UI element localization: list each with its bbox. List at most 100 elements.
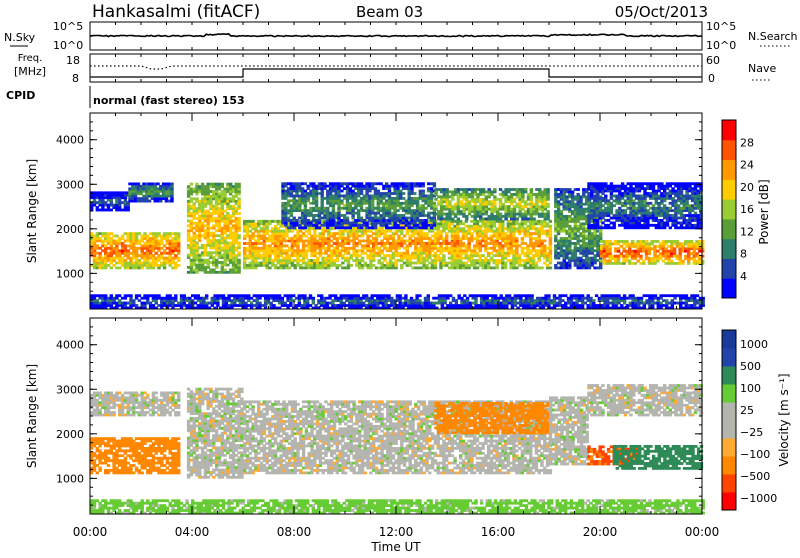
heatmap-cell-power-2251 (442, 230, 445, 233)
heatmap-cell-power-3975 (524, 188, 527, 191)
heatmap-cell-power-356 (174, 267, 177, 270)
freq-right-tick-bottom: 0 (708, 72, 715, 85)
heatmap-cell-power-3324 (371, 199, 374, 202)
heatmap-cell-power-3447 (393, 187, 396, 190)
heatmap-cell-power-860 (212, 217, 215, 220)
heatmap-cell-power-4055 (546, 193, 549, 196)
heatmap-cell-power-3734 (457, 191, 460, 194)
heatmap-cell-power-1092 (235, 239, 238, 242)
heatmap-cell-power-32 (96, 244, 99, 247)
heatmap-cell-power-1134 (237, 205, 240, 208)
heatmap-cell-power-3756 (465, 215, 468, 218)
heatmap-cell-power-4343 (582, 215, 585, 218)
heatmap-cell-power-1014 (226, 202, 229, 205)
heatmap-cell-power-799 (207, 229, 210, 232)
heatmap-cell-power-4349 (582, 193, 585, 196)
heatmap-cell-power-2237 (439, 230, 442, 233)
heatmap-cell-power-1364 (280, 247, 283, 250)
heatmap-cell-power-1732 (347, 259, 350, 262)
heatmap-cell-power-849 (212, 251, 215, 254)
heatmap-cell-power-4052 (546, 203, 549, 206)
heatmap-cell-power-374 (177, 247, 180, 250)
heatmap-cell-power-845 (212, 264, 215, 267)
heatmap-cell-power-585 (170, 195, 173, 198)
heatmap-cell-power-3166 (340, 190, 343, 193)
heatmap-cell-power-3850 (490, 215, 493, 218)
heatmap-cell-power-262 (152, 267, 155, 270)
heatmap-cell-power-1806 (361, 249, 364, 252)
heatmap-cell-power-2584 (501, 230, 504, 233)
heatmap-cell-power-4587 (628, 255, 631, 258)
heatmap-cell-power-519 (145, 197, 148, 200)
heatmap-cell-power-3144 (337, 212, 340, 215)
heatmap-cell-power-469 (127, 209, 130, 212)
heatmap-cell-power-1322 (274, 264, 277, 267)
heatmap-cell-power-4059 (554, 264, 557, 267)
heatmap-cell-power-1710 (341, 232, 344, 235)
heatmap-cell-power-851 (212, 244, 215, 247)
heatmap-cell-power-2216 (437, 240, 440, 243)
heatmap-cell-power-3074 (326, 226, 329, 229)
heatmap-cell-power-3234 (354, 197, 357, 200)
heatmap-cell-power-288 (157, 267, 160, 270)
heatmap-cell-power-1914 (383, 264, 386, 267)
heatmap-cell-power-1856 (372, 264, 375, 267)
heatmap-cell-power-1076 (232, 197, 235, 200)
heatmap-cell-power-2573 (501, 259, 504, 262)
heatmap-cell-power-1854 (369, 230, 372, 233)
heatmap-cell-power-471 (127, 204, 130, 207)
heatmap-cell-power-2676 (518, 232, 521, 235)
heatmap-cell-power-3301 (368, 214, 371, 217)
heatmap-cell-power-1223 (254, 227, 257, 230)
heatmap-cell-power-123 (118, 249, 121, 252)
heatmap-cell-power-4281 (577, 237, 580, 240)
heatmap-cell-power-449 (118, 206, 121, 209)
heatmap-cell-power-3028 (315, 202, 318, 205)
heatmap-cell-power-4108 (557, 200, 560, 203)
heatmap-cell-power-4346 (582, 208, 585, 211)
heatmap-cell-power-3449 (393, 182, 396, 185)
heatmap-cell-power-2279 (448, 225, 451, 228)
heatmap-cell-power-989 (223, 193, 226, 196)
heatmap-cell-power-2841 (549, 227, 552, 230)
heatmap-cell-power-1292 (268, 267, 271, 270)
heatmap-cell-power-3712 (451, 198, 454, 201)
heatmap-cell-power-377 (177, 240, 180, 243)
heatmap-cell-power-2664 (515, 240, 518, 243)
heatmap-cell-power-3214 (351, 214, 354, 217)
heatmap-cell-power-3416 (388, 190, 391, 193)
heatmap-cell-power-4325 (582, 264, 585, 267)
heatmap-cell-power-586 (170, 192, 173, 195)
heatmap-cell-power-2411 (470, 232, 473, 235)
heatmap-cell-power-852 (212, 242, 215, 245)
heatmap-cell-power-1127 (237, 227, 240, 230)
heatmap-cell-power-4539 (608, 250, 611, 253)
heatmap-cell-power-145 (124, 247, 127, 250)
heatmap-cell-power-1402 (285, 232, 288, 235)
heatmap-cell-power-4794 (587, 219, 590, 222)
heatmap-cell-power-1858 (372, 257, 375, 260)
heatmap-cell-power-953 (221, 205, 224, 208)
heatmap-cell-power-3434 (393, 222, 396, 225)
heatmap-cell-power-1891 (378, 247, 381, 250)
heatmap-cell-power-2757 (535, 264, 538, 267)
heatmap-cell-power-2299 (451, 222, 454, 225)
heatmap-cell-power-2940 (298, 204, 301, 207)
heatmap-cell-power-2586 (501, 225, 504, 228)
heatmap-cell-power-639 (190, 200, 193, 203)
heatmap-cell-power-1458 (296, 247, 299, 250)
heatmap-cell-power-857 (212, 227, 215, 230)
heatmap-cell-power-3930 (513, 208, 516, 211)
heatmap-cell-power-2539 (495, 264, 498, 267)
heatmap-cell-power-4590 (628, 247, 631, 250)
heatmap-cell-power-4769 (695, 252, 698, 255)
heatmap-cell-power-465 (124, 199, 127, 202)
heatmap-cell-power-1423 (291, 262, 294, 265)
heatmap-cell-power-2546 (495, 242, 498, 245)
heatmap-cell-power-3310 (368, 190, 371, 193)
heatmap-cell-power-388 (93, 204, 96, 207)
heatmap-cell-power-2673 (518, 257, 521, 260)
heatmap-cell-power-2743 (532, 259, 535, 262)
heatmap-cell-power-119 (118, 259, 121, 262)
